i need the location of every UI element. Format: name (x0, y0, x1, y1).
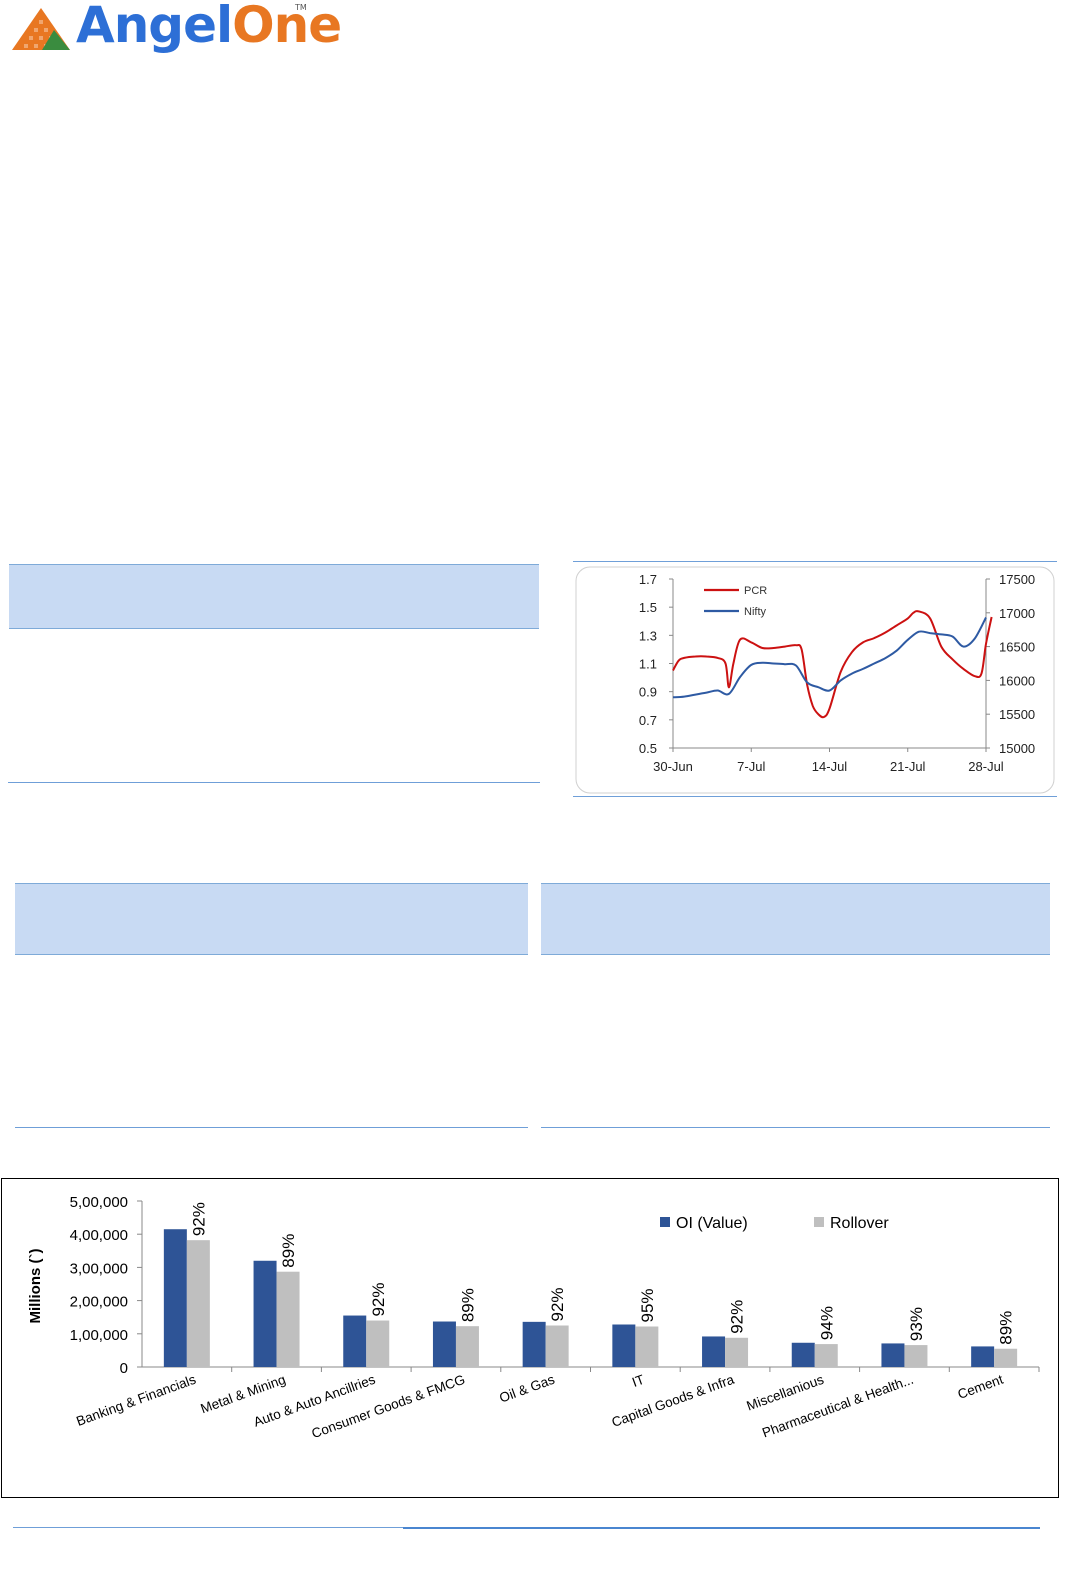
pcr-left-tick-label: 0.7 (639, 713, 657, 728)
rollover-data-label: 89% (279, 1234, 298, 1268)
left-table-header (9, 564, 539, 629)
pcr-series-lines (672, 610, 993, 719)
rollover-category-label: IT (630, 1372, 646, 1390)
pcr-x-axis: 30-Jun 7-Jul 14-Jul 21-Jul 28-Jul (653, 747, 1004, 774)
rollover-y-tick-label: 3,00,000 (70, 1260, 128, 1277)
bar-rollover (276, 1271, 300, 1367)
rollover-legend: OI (Value) Rollover (660, 1215, 889, 1232)
rollover-category-label: Cement (956, 1372, 1006, 1402)
pcr-right-tick-label: 15000 (999, 741, 1035, 756)
footer-rule-left (13, 1527, 403, 1528)
rollover-chart: 5,00,000 4,00,000 3,00,000 2,00,000 1,00,000… (27, 1194, 1040, 1442)
bar-rollover (545, 1325, 569, 1367)
bar-oi-value (343, 1315, 367, 1367)
pcr-x-tick-label: 30-Jun (653, 759, 693, 774)
company-logo: AngelOne TM (12, 0, 342, 62)
pcr-right-tick-label: 17000 (999, 606, 1035, 621)
logo-name-one: One (232, 0, 342, 54)
rollover-bars (163, 1229, 1040, 1372)
rollover-y-axis-title: Millions (`) (27, 1249, 44, 1324)
bar-rollover (455, 1326, 479, 1367)
pcr-right-tick-label: 17500 (999, 572, 1035, 587)
logo-name-angel: Angel (76, 0, 233, 54)
rollover-data-labels: 92% 89% 92% 89% 92% 95% 92% 94% 93% 89% (189, 1202, 1015, 1345)
pcr-series-line-pcr (672, 610, 993, 719)
pcr-x-tick-label: 28-Jul (968, 759, 1004, 774)
bar-oi-value (612, 1324, 636, 1367)
lower-left-table-header (15, 883, 528, 955)
logo-trademark: TM (295, 3, 307, 12)
left-table-bottom-rule (8, 782, 540, 783)
bar-oi-value (971, 1346, 995, 1367)
pcr-left-axis: 1.7 1.5 1.3 1.1 0.9 0.7 0.5 (639, 572, 674, 756)
bar-oi-value (163, 1229, 187, 1367)
pcr-chart-bottom-rule (573, 796, 1057, 797)
rollover-data-label: 92% (548, 1287, 567, 1321)
pcr-right-tick-label: 16500 (999, 640, 1035, 655)
pcr-left-tick-label: 1.7 (639, 572, 657, 587)
rollover-category-label: Capital Goods & Infra (610, 1372, 737, 1430)
legend-oi-swatch (660, 1217, 670, 1227)
footer-rule-right (403, 1527, 1040, 1529)
pcr-chart: 1.7 1.5 1.3 1.1 0.9 0.7 0.5 17500 17000 16500 160… (575, 566, 1055, 794)
legend-rollover-label: Rollover (830, 1215, 889, 1232)
rollover-y-tick-label: 5,00,000 (70, 1194, 128, 1211)
lower-right-table-header (541, 883, 1050, 955)
rollover-data-label: 93% (907, 1307, 926, 1341)
pcr-chart-top-rule (573, 561, 1057, 562)
bar-rollover (635, 1326, 659, 1367)
rollover-y-tick-label: 1,00,000 (70, 1327, 128, 1344)
rollover-data-label: 89% (458, 1288, 477, 1322)
rollover-data-label: 92% (728, 1300, 747, 1334)
lower-right-table-bottom-rule (541, 1127, 1050, 1128)
rollover-data-label: 94% (817, 1306, 836, 1340)
bar-rollover (994, 1348, 1018, 1367)
bar-rollover (814, 1344, 838, 1367)
bar-oi-value (253, 1260, 277, 1367)
pcr-series-line-nifty (672, 617, 987, 699)
pcr-x-tick-label: 21-Jul (890, 759, 926, 774)
legend-oi-label: OI (Value) (676, 1215, 748, 1232)
pcr-x-tick-label: 7-Jul (737, 759, 765, 774)
rollover-y-tick-label: 2,00,000 (70, 1294, 128, 1311)
logo-wordmark: AngelOne (76, 0, 342, 56)
bar-oi-value (791, 1342, 815, 1367)
pcr-legend: PCR Nifty (704, 585, 767, 618)
rollover-category-label: Pharmaceutical & Health... (760, 1372, 915, 1441)
rollover-y-tick-label: 4,00,000 (70, 1227, 128, 1244)
pcr-left-tick-label: 0.9 (639, 685, 657, 700)
bar-rollover (725, 1337, 749, 1367)
rollover-chart-frame (1, 1178, 1059, 1498)
pcr-right-tick-label: 15500 (999, 707, 1035, 722)
legend-rollover-swatch (814, 1217, 824, 1227)
pcr-left-tick-label: 1.3 (639, 628, 657, 643)
pcr-right-axis: 17500 17000 16500 16000 15500 15000 (985, 572, 1035, 756)
lower-left-table-bottom-rule (15, 1127, 528, 1128)
bar-rollover (186, 1240, 210, 1367)
pcr-left-tick-label: 0.5 (639, 741, 657, 756)
bar-oi-value (702, 1336, 726, 1367)
rollover-data-label: 92% (189, 1202, 208, 1236)
pcr-left-tick-label: 1.1 (639, 657, 657, 672)
bar-oi-value (881, 1343, 905, 1367)
bar-oi-value (432, 1321, 456, 1367)
bar-oi-value (522, 1321, 546, 1367)
rollover-data-label: 92% (369, 1282, 388, 1316)
pcr-x-tick-label: 14-Jul (812, 759, 848, 774)
bar-rollover (904, 1345, 928, 1367)
legend-nifty-label: Nifty (744, 606, 767, 618)
rollover-category-label: Banking & Financials (74, 1372, 198, 1429)
rollover-data-label: 95% (638, 1288, 657, 1322)
rollover-data-label: 89% (997, 1311, 1016, 1345)
rollover-category-label: Consumer Goods & FMCG (310, 1372, 467, 1442)
rollover-category-label: Oil & Gas (497, 1372, 557, 1406)
legend-pcr-label: PCR (744, 585, 767, 597)
logo-triangle-icon (12, 8, 70, 50)
bar-rollover (366, 1320, 390, 1367)
pcr-right-tick-label: 16000 (999, 673, 1035, 688)
pcr-left-tick-label: 1.5 (639, 600, 657, 615)
rollover-y-tick-label: 0 (120, 1360, 128, 1377)
